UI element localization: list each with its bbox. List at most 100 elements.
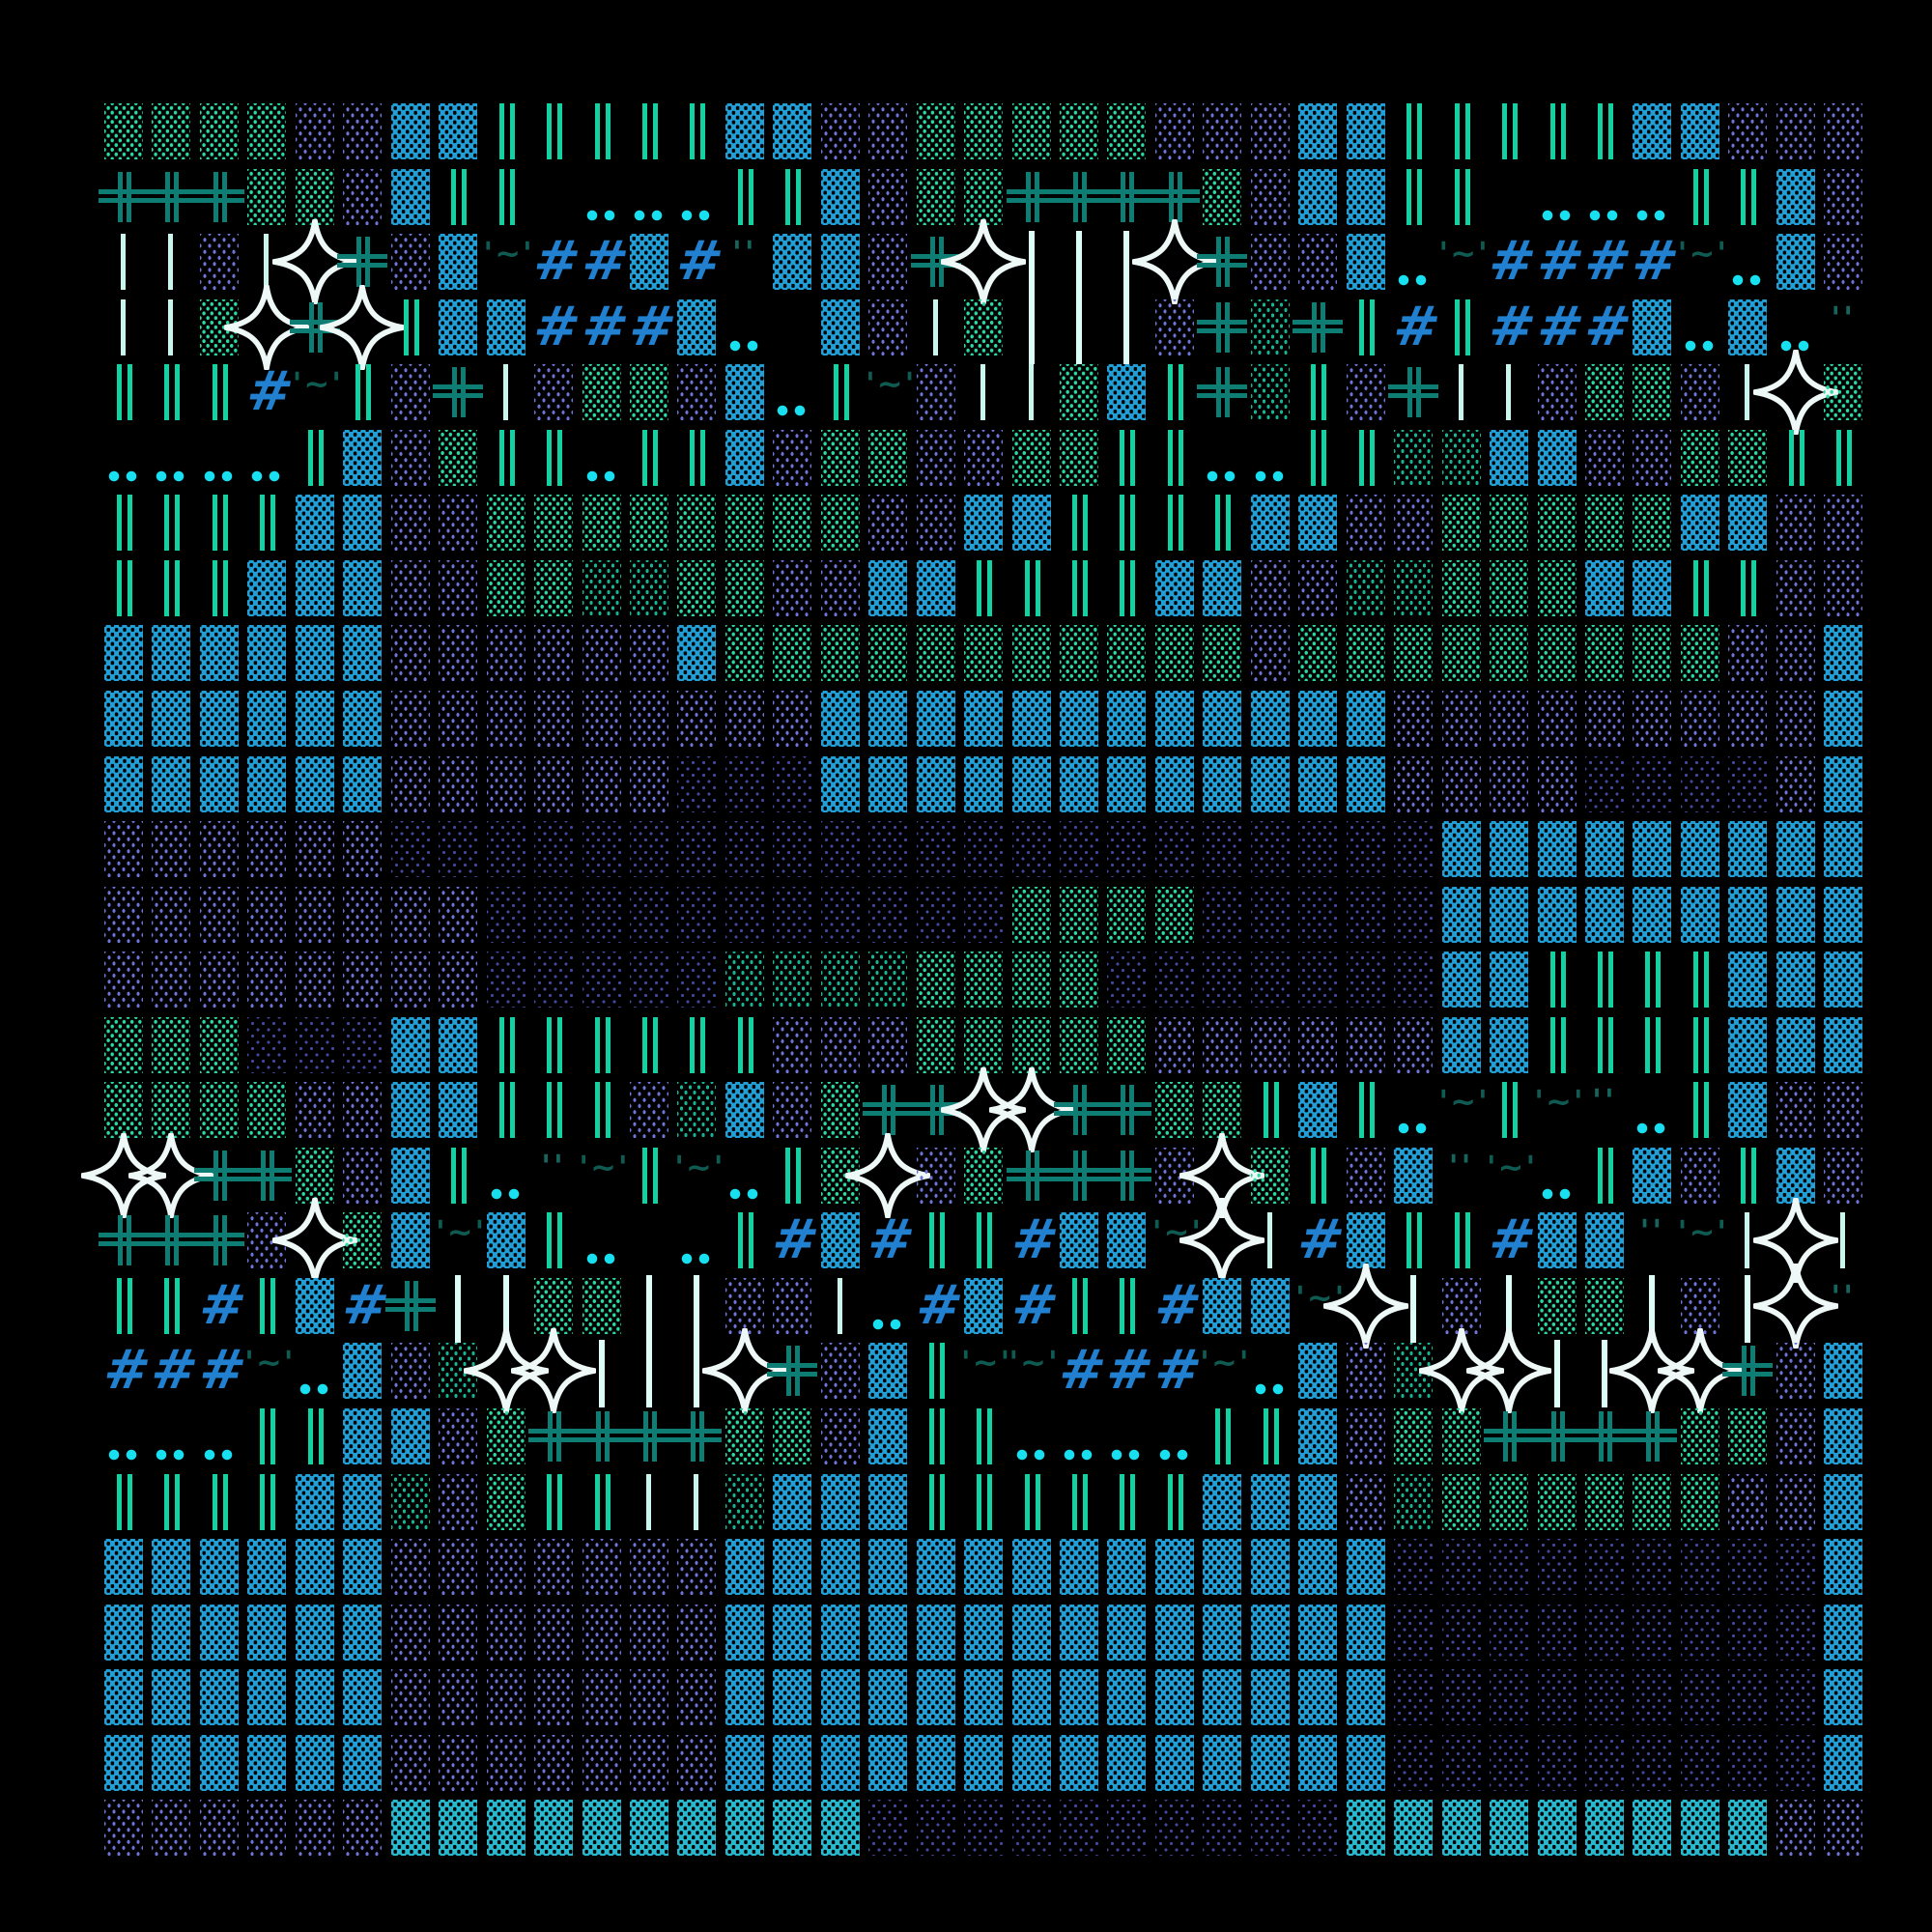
waffle-block-blue bbox=[1490, 952, 1529, 1009]
dot-block-green bbox=[1203, 168, 1242, 225]
waffle-block-blue bbox=[1060, 1539, 1098, 1596]
dot-block-navy bbox=[773, 886, 812, 943]
waffle-block-blue bbox=[295, 755, 334, 812]
waffle-block-blue bbox=[295, 1277, 334, 1334]
double-cross-teal bbox=[99, 1215, 149, 1266]
double-cross-teal bbox=[433, 367, 484, 418]
waffle-block-blue bbox=[1203, 690, 1242, 747]
waffle-block-blue bbox=[724, 1604, 764, 1661]
dot-block-teal bbox=[773, 952, 812, 1009]
waffle-block-blue bbox=[343, 429, 383, 486]
dot-block-indigo bbox=[582, 1669, 621, 1726]
dot-block-green bbox=[582, 1277, 621, 1334]
four-point-star bbox=[941, 219, 1027, 305]
dot-block-indigo bbox=[247, 886, 287, 943]
dot-block-indigo bbox=[1250, 625, 1290, 682]
dot-block-green bbox=[343, 1212, 383, 1269]
dot-block-indigo bbox=[343, 168, 383, 225]
four-point-star bbox=[1179, 1132, 1265, 1218]
waffle-block-blue bbox=[1824, 755, 1863, 812]
dot-block-indigo bbox=[1298, 234, 1338, 291]
dot-block-indigo bbox=[1394, 1016, 1434, 1073]
dot-block-navy bbox=[1728, 1604, 1768, 1661]
dot-block-green bbox=[868, 625, 908, 682]
waffle-block-blue bbox=[295, 1669, 334, 1726]
four-point-star bbox=[1179, 1198, 1265, 1284]
waffle-block-blue bbox=[1203, 1669, 1242, 1726]
dot-block-indigo bbox=[152, 886, 191, 943]
dot-block-green bbox=[916, 625, 955, 682]
dot-block-indigo bbox=[1203, 1016, 1242, 1073]
tilde-quote-glyph: '~' bbox=[1438, 235, 1490, 272]
waffle-block-blue bbox=[439, 1016, 478, 1073]
hash-glyph: # bbox=[1007, 1273, 1063, 1337]
dot-block-navy bbox=[1680, 1669, 1719, 1726]
dot-block-green bbox=[629, 364, 668, 421]
double-bar-green bbox=[199, 364, 239, 421]
dot-block-green bbox=[1011, 1016, 1051, 1073]
dot-block-indigo bbox=[1824, 1147, 1863, 1204]
waffle-block-blue bbox=[199, 1734, 239, 1791]
dot-block-navy bbox=[1394, 886, 1434, 943]
double-bar-green bbox=[1250, 1082, 1290, 1139]
waffle-block-blue bbox=[439, 103, 478, 159]
dot-block-navy bbox=[1250, 952, 1290, 1009]
waffle-block-blue bbox=[1203, 755, 1242, 812]
double-cross-teal bbox=[767, 1346, 818, 1397]
dot-block-green bbox=[1154, 625, 1194, 682]
waffle-block-blue bbox=[820, 1212, 860, 1269]
dot-block-navy bbox=[1298, 886, 1338, 943]
dot-block-indigo bbox=[820, 1408, 860, 1464]
double-bar-green bbox=[1060, 559, 1098, 616]
dot-block-green bbox=[582, 495, 621, 552]
waffle-block-cyan bbox=[1394, 1800, 1434, 1857]
dot-block-indigo bbox=[1776, 755, 1815, 812]
dot-block-navy bbox=[1776, 1734, 1815, 1791]
double-bar-green bbox=[104, 364, 143, 421]
dot-block-green bbox=[1584, 1277, 1624, 1334]
cyan-dot-pair bbox=[584, 209, 618, 221]
waffle-block-blue bbox=[1060, 755, 1098, 812]
dot-block-green bbox=[295, 1147, 334, 1204]
dot-block-green bbox=[1060, 103, 1098, 159]
cyan-dot-pair bbox=[1635, 1122, 1669, 1135]
waffle-block-blue bbox=[152, 625, 191, 682]
hash-glyph: # bbox=[1532, 230, 1588, 294]
waffle-block-blue bbox=[1680, 103, 1719, 159]
dot-block-navy bbox=[724, 886, 764, 943]
dot-block-green bbox=[1060, 1016, 1098, 1073]
waffle-block-cyan bbox=[486, 1800, 526, 1857]
waffle-block-blue bbox=[1633, 559, 1672, 616]
waffle-block-blue bbox=[1346, 690, 1385, 747]
hash-glyph: # bbox=[1102, 1339, 1158, 1403]
dot-block-indigo bbox=[486, 1539, 526, 1596]
dot-block-green bbox=[724, 625, 764, 682]
dot-block-indigo bbox=[295, 103, 334, 159]
double-cross-teal bbox=[242, 1150, 293, 1201]
double-bar-green bbox=[1680, 559, 1719, 616]
dot-block-navy bbox=[868, 886, 908, 943]
dot-block-navy bbox=[1203, 1800, 1242, 1857]
dot-block-green bbox=[773, 1408, 812, 1464]
double-cross-teal bbox=[1197, 237, 1248, 288]
dot-block-indigo bbox=[390, 429, 430, 486]
dot-block-indigo bbox=[773, 1016, 812, 1073]
single-bar-pale bbox=[121, 298, 126, 355]
dot-block-green bbox=[1107, 103, 1147, 159]
waffle-block-blue bbox=[1203, 1473, 1242, 1530]
quote-glyph: '' bbox=[541, 1147, 566, 1184]
waffle-block-blue bbox=[247, 1734, 287, 1791]
dot-block-green bbox=[1537, 1277, 1577, 1334]
double-bar-green bbox=[295, 429, 334, 486]
waffle-block-blue bbox=[1011, 755, 1051, 812]
waffle-block-blue bbox=[773, 103, 812, 159]
dot-block-indigo bbox=[724, 690, 764, 747]
double-bar-green bbox=[1107, 559, 1147, 616]
waffle-block-blue bbox=[1346, 1539, 1385, 1596]
dot-block-indigo bbox=[582, 1604, 621, 1661]
tilde-quote-glyph: '~' bbox=[1438, 1083, 1490, 1121]
dot-block-indigo bbox=[1776, 1473, 1815, 1530]
double-bar-green bbox=[1060, 1473, 1098, 1530]
waffle-block-blue bbox=[1298, 1539, 1338, 1596]
dot-block-indigo bbox=[390, 1734, 430, 1791]
